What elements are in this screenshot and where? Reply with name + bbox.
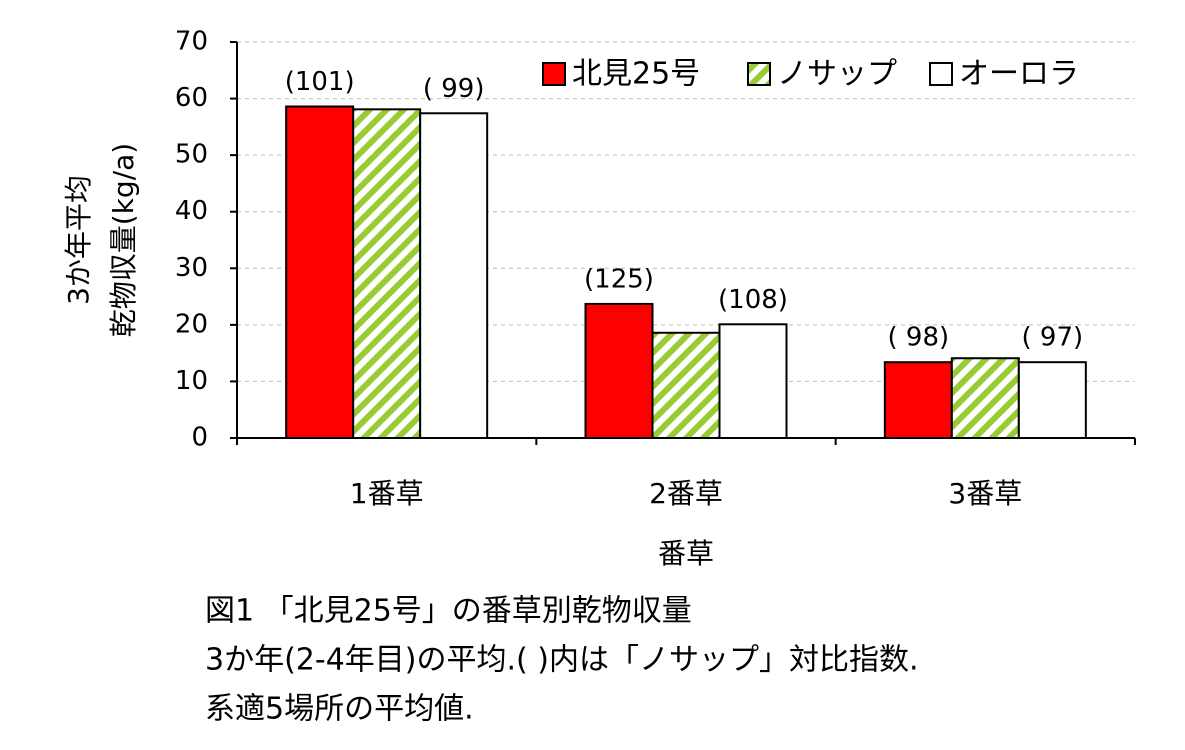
legend-swatch bbox=[929, 62, 953, 86]
y-tick-label: 30 bbox=[175, 253, 208, 283]
y-axis-title: 3か年平均 bbox=[62, 175, 95, 305]
y-tick-label: 0 bbox=[191, 423, 208, 453]
bar bbox=[718, 323, 788, 440]
caption-line: 図1 「北見25号」の番草別乾物収量 bbox=[205, 594, 692, 629]
bar-annotation: ( 99) bbox=[423, 74, 485, 104]
bar bbox=[651, 331, 721, 439]
bar-annotation: (101) bbox=[285, 67, 355, 97]
y-tick-label: 20 bbox=[175, 309, 208, 339]
y-tick-label: 60 bbox=[175, 83, 208, 113]
legend-swatch bbox=[542, 62, 566, 86]
y-tick-label: 10 bbox=[175, 366, 208, 396]
bar bbox=[950, 357, 1020, 439]
caption-line: 系適5場所の平均値. bbox=[205, 692, 474, 727]
bar bbox=[285, 105, 355, 440]
bar bbox=[584, 302, 654, 439]
legend-swatch bbox=[747, 62, 771, 86]
bar-annotation: (108) bbox=[718, 285, 788, 315]
legend-label: オーロラ bbox=[959, 57, 1079, 92]
bar-annotation: ( 97) bbox=[1022, 323, 1084, 353]
legend-label: ノサップ bbox=[777, 57, 897, 92]
bar-annotation: (125) bbox=[584, 264, 654, 294]
y-tick-label: 70 bbox=[175, 27, 208, 57]
legend-label: 北見25号 bbox=[572, 57, 700, 92]
bar bbox=[352, 108, 422, 439]
bar bbox=[1017, 361, 1087, 439]
bar-annotation: ( 98) bbox=[888, 323, 950, 353]
x-tick-label: 1番草 bbox=[350, 477, 424, 510]
y-tick-label: 40 bbox=[175, 196, 208, 226]
x-axis-title: 番草 bbox=[658, 537, 714, 570]
y-tick-label: 50 bbox=[175, 140, 208, 170]
bar bbox=[883, 361, 953, 439]
y-axis-title: 乾物収量(kg/a) bbox=[107, 143, 140, 337]
x-tick-label: 3番草 bbox=[948, 477, 1022, 510]
bar bbox=[419, 112, 489, 439]
x-tick-label: 2番草 bbox=[649, 477, 723, 510]
caption-line: 3か年(2-4年目)の平均.( )内は「ノサップ」対比指数. bbox=[205, 643, 919, 678]
